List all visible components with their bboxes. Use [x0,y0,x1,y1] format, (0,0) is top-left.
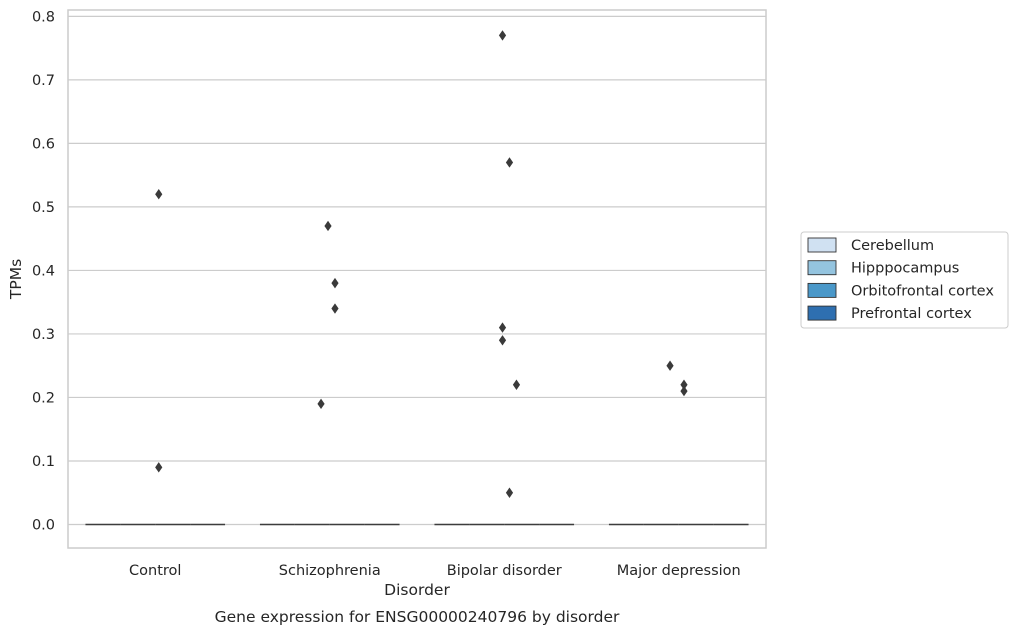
x-tick-label: Major depression [617,563,741,579]
outlier-marker [666,360,674,371]
legend-label: Prefrontal cortex [851,306,972,322]
outlier-marker [512,379,521,390]
outlier-marker [155,189,163,200]
x-tick-label: Schizophrenia [279,563,381,579]
outlier-marker [498,335,507,346]
y-tick-label: 0.2 [32,390,55,406]
outlier-marker [331,303,339,314]
outlier-marker [324,220,332,232]
legend-label: Cerebellum [851,238,934,254]
outlier-marker [498,322,507,333]
legend-label: Orbitofrontal cortex [851,283,994,299]
legend-frame [800,231,1009,329]
outlier-marker [317,398,325,410]
legend-swatch [807,260,837,276]
x-tick-label: Control [129,563,181,579]
legend-swatch [807,282,837,298]
legend-label: Hipppocampus [851,261,959,277]
outlier-marker [680,379,688,390]
x-tick-labels: Control Schizophrenia Bipolar disorder Majo… [129,563,741,579]
y-tick-label: 0.5 [32,200,55,216]
outlier-marker [505,487,514,498]
y-tick-label: 0.0 [32,517,55,533]
x-tick-label: Bipolar disorder [447,563,562,579]
y-tick-label: 0.4 [32,263,55,279]
legend: Cerebellum Hipppocampus Orbitofrontal cort… [800,231,1009,329]
y-tick-label: 0.3 [32,327,55,343]
x-axis-label: Disorder [384,581,450,599]
y-tick-label: 0.8 [32,9,55,25]
plot-area-frame [67,9,767,549]
legend-swatch [807,305,837,321]
outlier-marker [331,277,339,289]
y-tick-labels: 0.0 0.1 0.2 0.3 0.4 0.5 0.6 0.7 0.8 [32,9,55,533]
y-axis-label: TPMs [7,259,25,300]
outlier-marker [498,30,507,41]
figure-caption: Gene expression for ENSG00000240796 by d… [215,608,620,626]
outlier-marker [155,462,163,473]
y-tick-label: 0.1 [32,454,55,470]
outlier-marker [505,157,514,168]
y-tick-label: 0.7 [32,73,55,89]
y-tick-label: 0.6 [32,136,55,152]
legend-swatch [807,237,837,253]
y-gridlines [68,15,766,526]
outlier-marker [680,385,688,397]
outlier-markers [155,30,688,498]
